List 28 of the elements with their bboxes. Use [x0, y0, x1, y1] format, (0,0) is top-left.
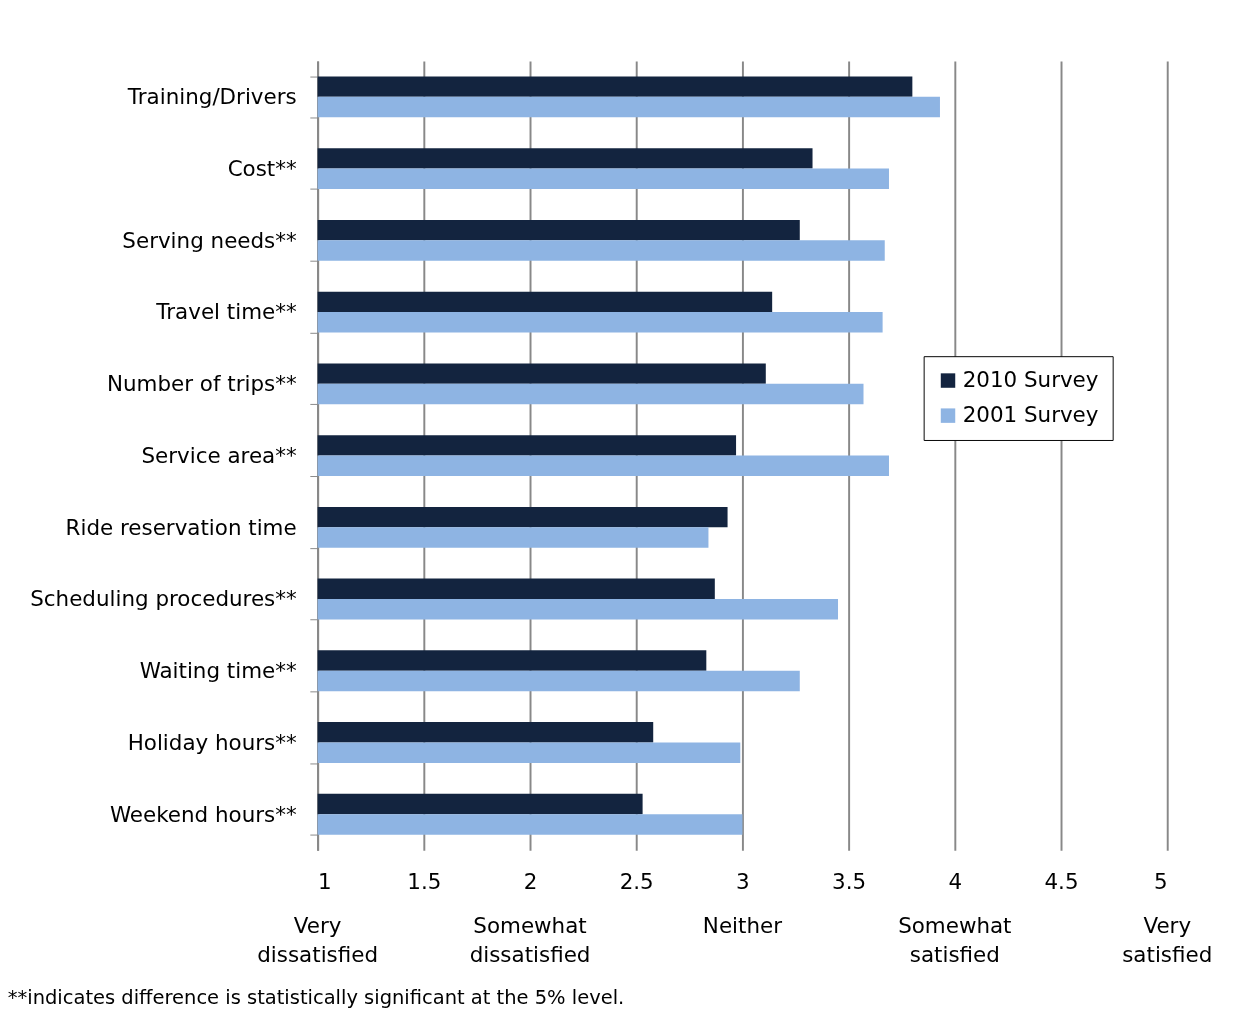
y-tick-label: Weekend hours** — [109, 801, 297, 827]
y-tick-label: Number of trips** — [107, 371, 297, 397]
x-tick-label: 4.5 — [1044, 868, 1079, 894]
x-tick-label: 4 — [948, 868, 963, 894]
y-tick-label: Ride reservation time — [65, 514, 297, 540]
y-tick-label: Scheduling procedures** — [30, 586, 297, 612]
x-tick-label: 5 — [1154, 868, 1168, 894]
text: Very dissatisfied — [257, 913, 379, 968]
y-tick-label: Cost** — [227, 155, 297, 181]
legend-label: 2010 Survey — [962, 367, 1099, 393]
text: Neither — [702, 913, 783, 938]
y-tick-label: Holiday hours** — [127, 729, 297, 755]
legend-label: 2001 Survey — [962, 402, 1099, 428]
text: Somewhat dissatisfied — [469, 913, 591, 968]
x-tick-label: 2 — [523, 868, 538, 894]
y-tick-label: Serving needs** — [122, 227, 297, 253]
text: Somewhat satisfied — [898, 913, 1012, 968]
y-tick-label: Waiting time** — [139, 658, 297, 684]
text: **indicates difference is statistically significant at the 5% level. — [7, 986, 625, 1010]
x-tick-label: 1.5 — [407, 868, 442, 894]
text: Very satisfied — [1122, 913, 1213, 968]
x-tick-label: 2.5 — [619, 868, 654, 894]
y-tick-label: Travel time** — [155, 299, 297, 325]
y-tick-label: Training/Drivers — [126, 84, 297, 110]
x-tick-label: 3.5 — [832, 868, 867, 894]
x-tick-label: 3 — [736, 868, 750, 894]
y-tick-label: Service area** — [141, 442, 297, 468]
x-tick-label: 1 — [318, 868, 332, 894]
